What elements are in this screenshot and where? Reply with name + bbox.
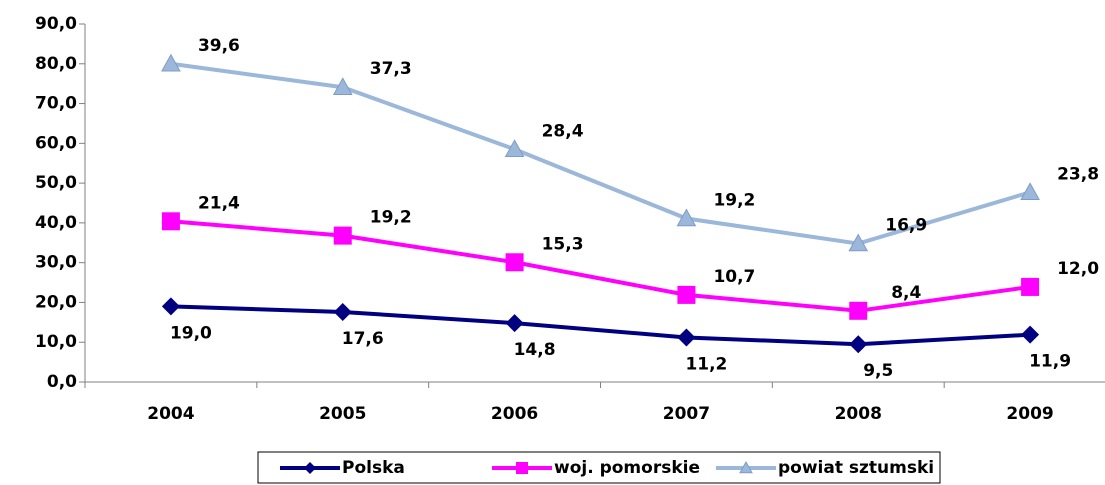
marker (333, 226, 352, 245)
marker (1021, 277, 1040, 296)
data-label: 11,2 (685, 354, 727, 374)
marker (739, 460, 753, 474)
y-tick-label: 40,0 (35, 213, 77, 233)
marker (332, 77, 353, 95)
x-tick-label: 2009 (1006, 404, 1053, 424)
data-label: 19,2 (370, 208, 412, 228)
series-line (170, 304, 1031, 347)
marker (161, 212, 180, 231)
marker (1021, 325, 1040, 344)
legend-label: woj. pomorskie (554, 458, 700, 478)
y-tick-label: 30,0 (35, 253, 77, 273)
marker (505, 253, 524, 272)
data-label: 19,0 (170, 323, 212, 343)
data-label: 12,0 (1057, 259, 1099, 279)
data-label: 16,9 (885, 216, 927, 236)
marker (677, 328, 696, 347)
marker (304, 462, 316, 474)
data-label: 11,9 (1029, 352, 1071, 372)
marker (333, 302, 352, 321)
series-line (170, 219, 1031, 313)
series-line (170, 61, 1031, 246)
y-tick-label: 0,0 (47, 372, 77, 392)
marker (849, 335, 868, 354)
y-tick-label: 90,0 (35, 14, 77, 34)
marker (161, 297, 180, 316)
data-label: 39,6 (198, 36, 240, 56)
marker (849, 301, 868, 320)
y-tick-label: 50,0 (35, 173, 77, 193)
data-label: 10,7 (713, 267, 755, 287)
data-label: 19,2 (713, 191, 755, 211)
marker (1020, 182, 1040, 200)
y-tick-label: 60,0 (35, 133, 77, 153)
y-tick-label: 20,0 (35, 292, 77, 312)
data-label: 23,8 (1057, 164, 1099, 184)
x-tick-label: 2008 (835, 404, 882, 424)
legend: Polska woj. pomorskie powiat sztumski (257, 451, 941, 484)
data-label: 9,5 (863, 361, 893, 381)
x-tick-label: 2007 (663, 404, 710, 424)
data-label: 17,6 (342, 329, 384, 349)
marker (161, 53, 181, 72)
marker (504, 139, 525, 157)
y-tick-label: 70,0 (35, 94, 77, 114)
data-label: 37,3 (370, 59, 412, 79)
x-tick-label: 2006 (491, 404, 538, 424)
marker (676, 208, 697, 227)
data-label: 14,8 (514, 340, 556, 360)
legend-label: powiat sztumski (778, 458, 934, 478)
marker (516, 462, 528, 474)
data-label: 8,4 (891, 283, 921, 303)
data-label: 15,3 (542, 234, 584, 254)
y-tick-label: 10,0 (35, 332, 77, 352)
data-label: 21,4 (198, 193, 240, 213)
x-tick-label: 2005 (319, 404, 366, 424)
marker (677, 285, 696, 304)
legend-box (257, 451, 941, 484)
marker (848, 233, 869, 252)
data-label: 28,4 (542, 121, 584, 141)
marker (505, 314, 524, 333)
x-tick-label: 2004 (147, 404, 194, 424)
y-tick-label: 80,0 (35, 54, 77, 74)
legend-label: Polska (342, 458, 405, 478)
